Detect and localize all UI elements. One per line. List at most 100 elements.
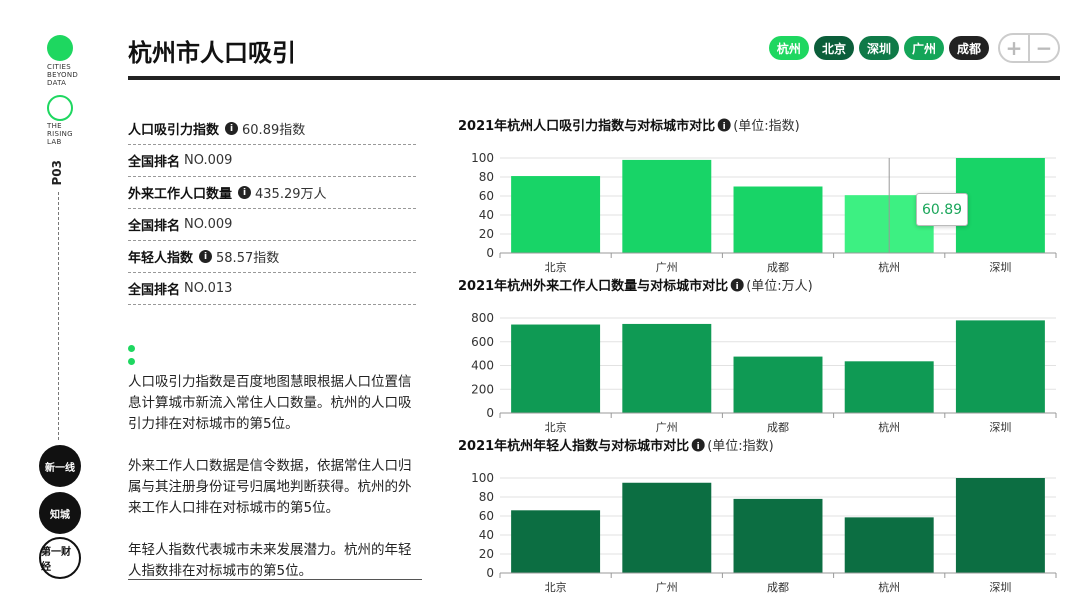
x-tick-label: 杭州 [878,420,900,434]
y-tick-label: 80 [479,490,494,504]
title-divider [128,76,1060,80]
x-tick-label: 北京 [545,420,567,434]
zoom-control: + − [998,33,1060,63]
description-text: 人口吸引力指数是百度地图慧眼根据人口位置信息计算城市新流入常住人口数量。杭州的人… [128,372,418,603]
y-tick-label: 60 [479,189,494,203]
bar[interactable] [733,498,823,573]
stat-value: 60.89指数 [242,123,306,138]
y-tick-label: 40 [479,208,494,222]
y-tick-label: 0 [486,406,494,420]
page-title: 杭州市人口吸引 [128,39,296,67]
info-icon-glyph: i [697,442,700,452]
description-paragraph: 外来工作人口数据是信令数据，依据常住人口归属与其注册身份证号归属地判断获得。杭州… [128,458,412,516]
stat-label: 全国排名 [128,283,181,298]
y-tick-label: 20 [479,547,494,561]
info-icon[interactable] [730,278,744,292]
y-tick-label: 800 [471,311,494,325]
info-icon[interactable] [717,118,731,132]
rail-divider [58,192,59,440]
bar-chart-3: 2021年杭州年轻人指数与对标城市对比 i (单位:指数) 0 20 40 60 80 100 北… [458,438,1057,594]
chart-unit: (单位:指数) [733,119,800,134]
y-tick-label: 200 [471,382,494,396]
y-tick-label: 400 [471,359,494,373]
city-pill-guangzhou[interactable]: 广州 [903,36,944,60]
stat-label: 年轻人指数 [128,251,194,266]
logo-text-rising-lab: THE RISING LAB [47,122,73,146]
bar[interactable] [511,176,601,253]
charts-panel: 2021年杭州人口吸引力指数与对标城市对比 i (单位:指数) 0 20 40 60 80 10… [458,118,1057,594]
stat-value: NO.009 [184,217,233,232]
bar[interactable] [844,517,934,573]
y-tick-label: 100 [471,151,494,165]
y-tick-label: 0 [486,566,494,580]
stat-label: 全国排名 [128,155,181,170]
zoom-out-button[interactable]: − [1028,35,1058,61]
bar-chart-2: 2021年杭州外来工作人口数量与对标城市对比 i (单位:万人) 0 200 400 600… [458,278,1057,434]
info-icon[interactable]: i [225,122,239,135]
y-tick-label: 0 [486,246,494,260]
stat-row: 外来工作人口数量 i 435.29万人 [128,177,416,209]
stat-row: 人口吸引力指数 i 60.89指数 [128,113,416,145]
stat-label: 外来工作人口数量 [128,187,233,202]
city-pill-beijing[interactable]: 北京 [813,36,854,60]
x-tick-label: 北京 [545,260,567,274]
city-selector: 杭州 北京 深圳 广州 成都 + − [768,33,1060,63]
brand-yicai-logo: 第一财经 [39,537,81,579]
x-tick-label: 广州 [656,581,678,594]
chart-unit: (单位:指数) [707,439,774,454]
bar[interactable] [733,356,823,413]
y-tick-label: 60 [479,509,494,523]
info-icon[interactable]: i [199,250,213,263]
city-pill-chengdu[interactable]: 成都 [948,36,989,60]
stat-row: 全国排名 NO.013 [128,273,416,305]
description-divider [128,579,422,580]
brand-xinyixian-logo: 新一线 [39,445,81,487]
bar[interactable] [622,159,712,253]
info-icon-glyph: i [723,122,726,132]
x-tick-label: 广州 [656,421,678,434]
x-tick-label: 成都 [767,421,789,434]
stat-row: 全国排名 NO.009 [128,209,416,241]
bar[interactable] [622,323,712,413]
y-tick-label: 100 [471,471,494,485]
y-tick-label: 40 [479,528,494,542]
logo-text-cities: CITIES BEYOND DATA [47,63,79,87]
x-tick-label: 深圳 [989,421,1011,434]
city-pill-hangzhou[interactable]: 杭州 [768,36,809,60]
city-pill-shenzhen[interactable]: 深圳 [858,36,899,60]
chart-title: 2021年杭州外来工作人口数量与对标城市对比 [458,278,728,294]
bar[interactable] [733,186,823,254]
info-icon[interactable] [691,438,705,452]
bar[interactable] [955,320,1045,413]
bar[interactable] [511,510,601,573]
y-tick-label: 80 [479,170,494,184]
x-tick-label: 深圳 [989,581,1011,594]
info-icon[interactable]: i [238,186,252,199]
x-tick-label: 杭州 [878,580,900,594]
stat-value: NO.013 [184,281,233,296]
x-tick-label: 成都 [767,581,789,594]
bar[interactable] [844,361,934,413]
stat-value: 58.57指数 [216,251,280,266]
y-tick-label: 20 [479,227,494,241]
chart-unit: (单位:万人) [746,279,813,294]
bar[interactable] [955,478,1045,573]
rising-lab-logo-icon [47,95,73,121]
cities-beyond-data-logo-icon [47,35,73,61]
description-paragraph: 人口吸引力指数是百度地图慧眼根据人口位置信息计算城市新流入常住人口数量。杭州的人… [128,374,412,432]
bar-chart-1: 2021年杭州人口吸引力指数与对标城市对比 i (单位:指数) 0 20 40 60 80 10… [458,118,1057,274]
stat-row: 年轻人指数 i 58.57指数 [128,241,416,273]
stat-label: 全国排名 [128,219,181,234]
x-tick-label: 成都 [767,261,789,274]
y-tick-label: 600 [471,335,494,349]
zoom-in-button[interactable]: + [1005,36,1023,60]
brand-zhicheng-logo: 知城 [39,492,81,534]
stats-list: 人口吸引力指数 i 60.89指数 全国排名 NO.009 外来工作人口数量 i… [128,113,416,305]
bar[interactable] [955,158,1045,253]
left-rail: CITIES BEYOND DATA THE RISING LAB P03 新一… [0,0,110,613]
bar[interactable] [511,324,601,413]
x-tick-label: 深圳 [989,261,1011,274]
chart-title: 2021年杭州人口吸引力指数与对标城市对比 [458,118,715,134]
bar[interactable] [622,482,712,573]
stat-label: 人口吸引力指数 [128,123,220,138]
